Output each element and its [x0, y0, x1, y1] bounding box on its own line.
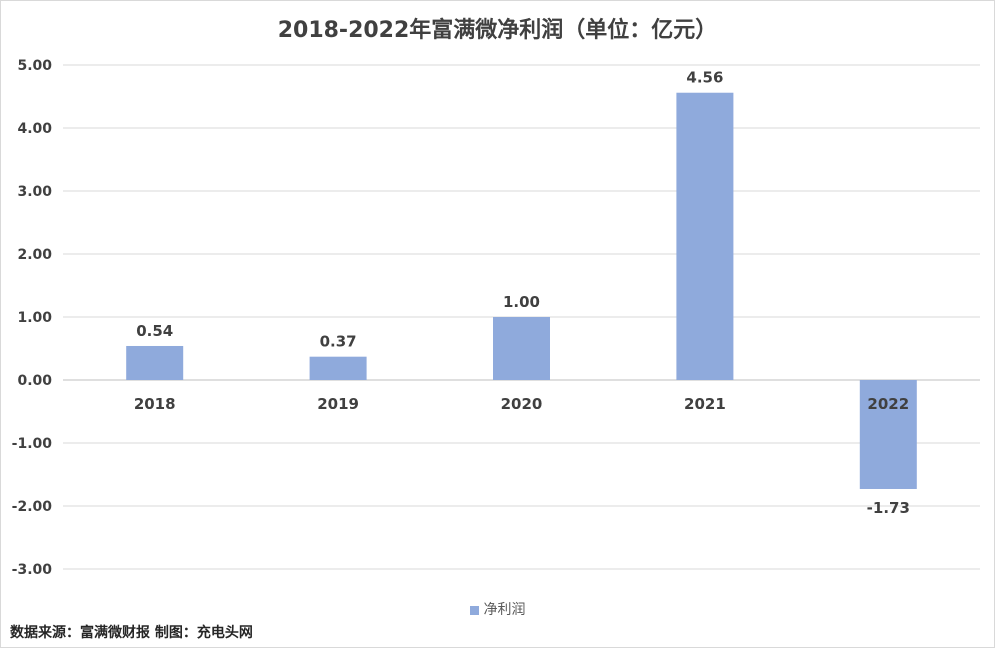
- bar: [493, 317, 550, 380]
- data-label: 0.54: [136, 322, 173, 340]
- x-tick-label: 2019: [317, 395, 359, 413]
- chart-title: 2018-2022年富满微净利润（单位：亿元）: [277, 18, 718, 43]
- data-label: -1.73: [867, 499, 910, 517]
- y-tick-label: 4.00: [17, 121, 52, 137]
- x-tick-label: 2021: [684, 395, 726, 413]
- bar: [676, 92, 734, 380]
- y-tick-label: 1.00: [17, 310, 52, 326]
- x-tick-label: 2020: [501, 395, 543, 413]
- data-label: 1.00: [503, 293, 540, 311]
- bar: [859, 380, 917, 489]
- data-label: 4.56: [686, 69, 723, 87]
- y-tick-label: 0.00: [17, 373, 52, 389]
- legend-swatch: [469, 605, 479, 615]
- bar: [309, 356, 367, 380]
- y-tick-label: -3.00: [12, 562, 53, 578]
- source-note: 数据来源：富满微财报 制图：充电头网: [10, 625, 253, 641]
- y-tick-label: 5.00: [17, 58, 52, 74]
- y-tick-label: 3.00: [17, 184, 52, 200]
- legend-label: 净利润: [483, 602, 526, 618]
- bar: [126, 345, 184, 380]
- x-tick-label: 2022: [867, 395, 909, 413]
- y-tick-label: -2.00: [12, 499, 53, 515]
- x-tick-label: 2018: [134, 395, 176, 413]
- y-tick-label: -1.00: [12, 436, 53, 452]
- data-label: 0.37: [320, 333, 357, 351]
- y-tick-label: 2.00: [17, 247, 52, 263]
- legend: 净利润: [0, 599, 995, 619]
